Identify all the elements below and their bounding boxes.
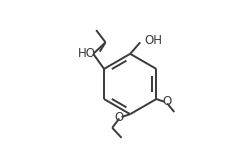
Text: HO: HO: [77, 47, 95, 60]
Text: O: O: [115, 110, 124, 124]
Text: OH: OH: [144, 34, 162, 47]
Text: O: O: [163, 95, 172, 108]
